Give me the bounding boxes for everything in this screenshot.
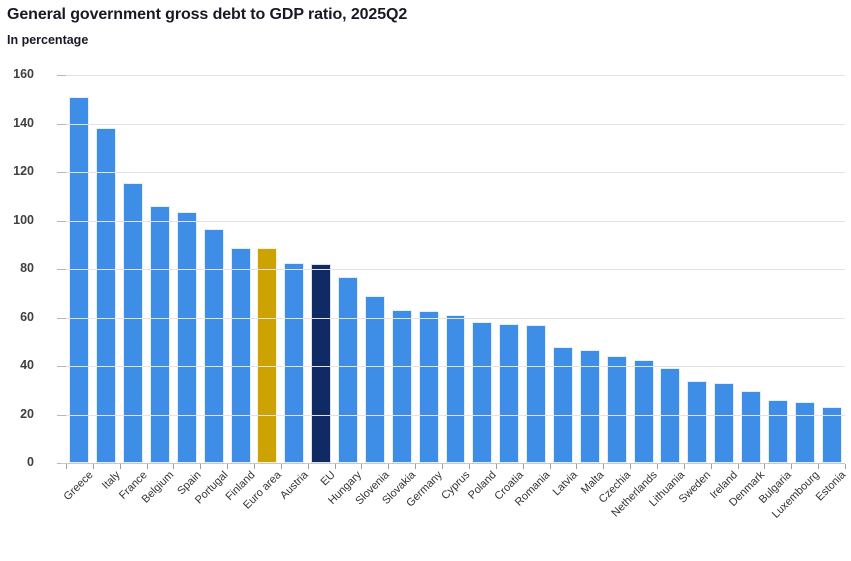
- bar-spain[interactable]: [176, 212, 197, 463]
- y-axis-tick-160: [57, 75, 66, 76]
- gridline-160: [66, 75, 845, 76]
- bar-hungary[interactable]: [338, 277, 359, 463]
- bar-eu[interactable]: [311, 264, 332, 463]
- bar-czechia[interactable]: [606, 356, 627, 463]
- x-axis-tick: [737, 464, 739, 469]
- x-axis-tick: [66, 464, 67, 469]
- bar-greece[interactable]: [69, 96, 90, 463]
- bar-lithuania[interactable]: [660, 368, 681, 463]
- y-axis-tick-80: [57, 269, 66, 270]
- y-axis-label-80: 80: [20, 261, 34, 275]
- y-axis-tick-140: [57, 123, 66, 125]
- bar-netherlands[interactable]: [633, 359, 654, 463]
- y-axis-tick-60: [57, 317, 66, 319]
- x-axis-tick: [791, 464, 793, 469]
- y-axis-label-0: 0: [27, 455, 34, 469]
- y-axis-tick-120: [57, 172, 66, 173]
- bar-italy[interactable]: [96, 128, 117, 463]
- gridline-120: [66, 172, 845, 173]
- y-axis-tick-40: [57, 366, 66, 367]
- bar-malta[interactable]: [579, 350, 600, 463]
- x-axis-label-greece: Greece: [61, 469, 96, 503]
- bar-estonia[interactable]: [821, 407, 842, 463]
- bar-bulgaria[interactable]: [767, 399, 788, 463]
- x-axis-tick: [818, 464, 820, 469]
- x-axis-tick: [92, 464, 94, 469]
- gridline-20: [66, 414, 845, 416]
- y-axis-label-160: 160: [13, 67, 34, 81]
- y-axis-label-140: 140: [13, 115, 34, 130]
- bar-latvia[interactable]: [552, 346, 573, 463]
- gridline-60: [66, 317, 845, 319]
- x-axis-tick: [845, 464, 846, 469]
- y-axis-label-60: 60: [20, 309, 34, 324]
- x-axis-label-italy: Italy: [100, 469, 123, 492]
- gridline-80: [66, 269, 845, 270]
- x-axis-label-cyprus: Cyprus: [438, 469, 472, 503]
- x-axis-tick: [200, 464, 202, 469]
- x-axis-tick: [576, 464, 578, 469]
- x-axis-tick: [549, 464, 551, 469]
- x-axis-label-poland: Poland: [466, 469, 499, 502]
- bar-slovenia[interactable]: [364, 295, 385, 463]
- chart-subtitle: In percentage: [7, 33, 89, 47]
- bar-luxembourg[interactable]: [794, 402, 815, 463]
- x-axis-tick: [495, 464, 497, 469]
- x-axis-tick: [388, 464, 390, 469]
- gridline-100: [66, 220, 845, 222]
- bar-croatia[interactable]: [499, 323, 520, 463]
- x-axis-tick: [334, 464, 336, 469]
- x-axis-tick: [522, 464, 524, 469]
- x-axis-tick: [468, 464, 470, 469]
- y-axis-tick-20: [57, 414, 66, 416]
- bar-slovakia[interactable]: [391, 310, 412, 463]
- bar-poland[interactable]: [472, 322, 493, 463]
- x-axis-tick: [656, 464, 658, 469]
- bar-ireland[interactable]: [714, 382, 735, 463]
- x-axis-tick: [442, 464, 444, 469]
- bar-euro-area[interactable]: [257, 248, 278, 463]
- x-axis-tick: [307, 464, 309, 469]
- y-axis-tick-100: [57, 220, 66, 222]
- x-axis-tick: [630, 464, 632, 469]
- x-axis-tick: [603, 464, 605, 469]
- x-axis-line: [61, 463, 845, 464]
- bar-sweden[interactable]: [687, 380, 708, 463]
- bar-germany[interactable]: [418, 311, 439, 463]
- x-axis-tick: [254, 464, 256, 469]
- y-axis-label-20: 20: [20, 406, 34, 421]
- x-axis-label-austria: Austria: [278, 469, 311, 502]
- x-axis-tick: [146, 464, 148, 469]
- y-axis-label-40: 40: [20, 358, 34, 372]
- x-axis-label-latvia: Latvia: [550, 469, 580, 499]
- chart-title: General government gross debt to GDP rat…: [7, 6, 408, 23]
- bar-romania[interactable]: [526, 324, 547, 463]
- gridline-40: [66, 366, 845, 367]
- x-axis-tick: [764, 464, 766, 469]
- x-axis-tick: [280, 464, 282, 469]
- y-axis-label-120: 120: [13, 164, 34, 178]
- bar-denmark[interactable]: [741, 391, 761, 463]
- x-axis-tick: [119, 464, 121, 469]
- x-axis-tick: [710, 464, 712, 469]
- bar-finland[interactable]: [230, 248, 251, 463]
- bar-france[interactable]: [123, 182, 144, 463]
- gridline-140: [66, 123, 845, 125]
- x-axis-label-eu: EU: [318, 469, 338, 489]
- bar-austria[interactable]: [284, 262, 305, 463]
- bar-portugal[interactable]: [203, 228, 224, 463]
- bar-belgium[interactable]: [150, 205, 170, 463]
- bar-cyprus[interactable]: [445, 315, 466, 463]
- x-axis-tick: [227, 464, 229, 469]
- y-axis-label-100: 100: [13, 212, 34, 227]
- x-axis-tick: [415, 464, 417, 469]
- x-axis-tick: [361, 464, 363, 469]
- x-axis-tick: [173, 464, 175, 469]
- x-axis-tick: [683, 464, 685, 469]
